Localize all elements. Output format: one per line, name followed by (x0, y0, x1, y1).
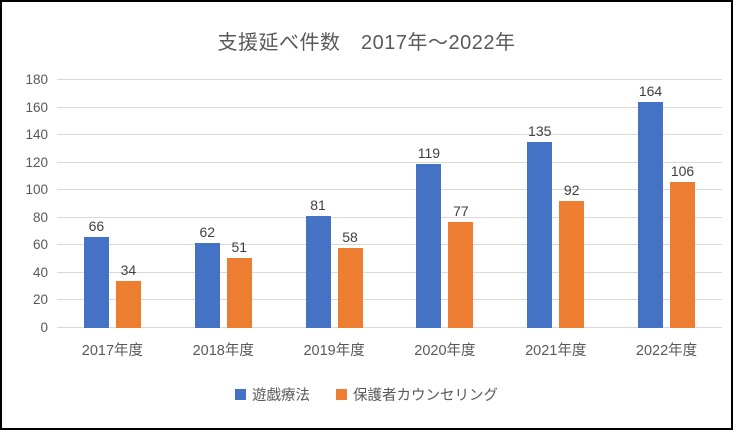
x-tick-label: 2020年度 (414, 343, 476, 359)
x-axis: 2017年度 2018年度 2019年度 2020年度 2021年度 2022年度 (57, 339, 722, 360)
gridline (57, 216, 722, 218)
bar-parent-counseling (448, 221, 474, 328)
legend-item-parent-counseling: 保護者カウンセリング (336, 384, 498, 405)
bar-column-parent-counseling: 58 (337, 80, 363, 328)
bar-column-parent-counseling: 34 (115, 80, 141, 328)
bar-group: 66 34 (57, 80, 168, 328)
y-tick-label: 160 (25, 99, 48, 115)
bar-play-therapy (194, 242, 220, 328)
bar-group: 119 77 (389, 80, 500, 328)
bar-column-play-therapy: 164 (638, 80, 664, 328)
bar-column-parent-counseling: 77 (448, 80, 474, 328)
y-tick-label: 140 (25, 127, 48, 143)
y-axis: 0 20 40 60 80 100 120 140 160 180 (2, 72, 48, 335)
x-tick-label: 2019年度 (303, 343, 365, 359)
data-label: 51 (231, 238, 248, 255)
bar-play-therapy (638, 102, 664, 328)
gridline (57, 161, 722, 163)
y-tick-label: 0 (40, 320, 48, 335)
data-label: 58 (342, 229, 358, 246)
plot-area: 66 34 62 51 81 58 119 77 135 92 164 106 (57, 79, 722, 328)
bar-column-play-therapy: 135 (527, 80, 553, 328)
legend: 遊戯療法 保護者カウンセリング (2, 384, 731, 405)
bar-groups: 66 34 62 51 81 58 119 77 135 92 164 106 (57, 80, 722, 328)
y-tick-label: 120 (25, 154, 48, 170)
bar-play-therapy (416, 164, 442, 328)
bar-parent-counseling (670, 181, 696, 328)
bar-column-parent-counseling: 106 (670, 80, 696, 328)
legend-label-parent-counseling: 保護者カウンセリング (353, 388, 498, 404)
data-label: 62 (199, 223, 216, 240)
data-label: 119 (417, 145, 441, 162)
bar-column-play-therapy: 119 (416, 80, 442, 328)
data-label: 34 (120, 262, 137, 279)
gridline (57, 299, 722, 301)
legend-label-play-therapy: 遊戯療法 (252, 388, 310, 404)
legend-swatch-parent-counseling-icon (336, 389, 347, 400)
chart-title: 支援延べ件数 2017年〜2022年 (217, 32, 516, 54)
data-label: 135 (528, 123, 552, 139)
bar-play-therapy (83, 237, 109, 328)
y-tick-label: 60 (32, 237, 48, 253)
bar-column-play-therapy: 81 (305, 80, 331, 328)
bar-parent-counseling (559, 201, 585, 328)
gridline (57, 189, 722, 191)
data-label: 81 (310, 197, 326, 214)
bar-column-play-therapy: 62 (194, 80, 220, 328)
y-tick-label: 100 (25, 182, 48, 198)
x-tick-label: 2017年度 (81, 343, 144, 359)
x-tick-label: 2018年度 (192, 343, 254, 359)
x-tick-label: 2022年度 (635, 343, 698, 359)
bar-group: 62 51 (168, 80, 279, 328)
x-tick-label: 2021年度 (525, 343, 587, 359)
y-tick-label: 180 (25, 72, 48, 87)
bar-play-therapy (527, 142, 553, 328)
bar-parent-counseling (115, 281, 141, 328)
y-tick-label: 40 (32, 264, 48, 280)
y-tick-label: 80 (32, 209, 48, 225)
x-axis-line (57, 327, 722, 328)
bar-parent-counseling (337, 248, 363, 328)
y-tick-label: 20 (32, 292, 48, 308)
data-label: 106 (670, 162, 695, 179)
bar-play-therapy (305, 216, 331, 328)
data-label: 164 (638, 83, 663, 100)
bar-parent-counseling (226, 257, 252, 328)
gridline (57, 244, 722, 246)
data-label: 66 (88, 218, 105, 235)
legend-swatch-play-therapy-icon (235, 389, 246, 400)
gridline (57, 106, 722, 108)
data-label: 77 (453, 202, 469, 219)
bar-column-parent-counseling: 51 (226, 80, 252, 328)
bar-column-play-therapy: 66 (83, 80, 109, 328)
gridline (57, 79, 722, 80)
bar-group: 135 92 (500, 80, 611, 328)
bar-group: 164 106 (611, 80, 722, 328)
data-label: 92 (563, 182, 580, 199)
legend-item-play-therapy: 遊戯療法 (235, 384, 310, 405)
gridline (57, 271, 722, 273)
bar-group: 81 58 (279, 80, 390, 328)
bar-column-parent-counseling: 92 (559, 80, 585, 328)
gridline (57, 134, 722, 136)
